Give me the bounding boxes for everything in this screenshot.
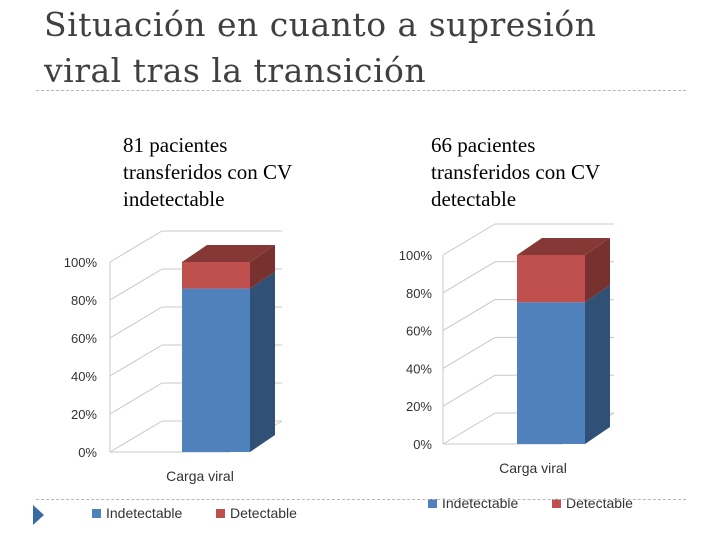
gridline-diagonal	[442, 336, 496, 369]
right-caption-line-3: detectable	[431, 187, 517, 211]
y-tick-label: 80%	[406, 286, 432, 301]
y-tick-label: 100%	[399, 248, 433, 263]
y-tick-label: 20%	[406, 399, 432, 414]
y-tick-label: 0%	[413, 437, 432, 452]
legend-swatch-indetectable	[428, 499, 437, 508]
gridline-diagonal	[442, 261, 496, 294]
legend-label-detectable: Detectable	[230, 505, 297, 521]
bar-segment-indetectable-side	[250, 271, 275, 452]
next-slide-arrow-icon[interactable]	[33, 505, 44, 525]
y-tick-label: 100%	[64, 255, 98, 270]
legend-swatch-indetectable	[92, 509, 101, 518]
y-tick-label: 80%	[71, 293, 97, 308]
gridline-diagonal	[109, 268, 163, 301]
bar-segment-detectable-front	[182, 262, 250, 289]
bar-segment-indetectable-front	[517, 302, 585, 444]
gridline-diagonal	[442, 223, 496, 256]
left-caption-line-1: 81 pacientes	[123, 133, 228, 157]
slide-title: Situación en cuanto a supresión viral tr…	[44, 5, 597, 90]
left-panel-caption: 81 pacientes transferidos con CV indetec…	[123, 132, 292, 213]
gridline-diagonal	[442, 299, 496, 332]
right-caption-line-2: transferidos con CV	[431, 160, 601, 184]
gridline-diagonal	[109, 230, 163, 263]
x-axis-label: Carga viral	[499, 460, 567, 476]
y-tick-label: 60%	[71, 331, 97, 346]
y-tick-label: 0%	[78, 445, 97, 460]
bar-segment-detectable-top	[182, 245, 275, 262]
gridline-diagonal	[442, 374, 496, 407]
gridline-diagonal	[109, 420, 163, 453]
y-tick-label: 60%	[406, 324, 432, 339]
y-tick-label: 20%	[71, 407, 97, 422]
chart-1: 0% 20% 40% 60% 80% 100% Carga viral Indetectabl…	[64, 230, 297, 521]
legend-label-indetectable: Indetectable	[106, 505, 182, 521]
right-panel-caption: 66 pacientes transferidos con CV detecta…	[431, 132, 600, 213]
bar-segment-detectable-top	[517, 238, 610, 255]
legend-label-indetectable: Indetectable	[442, 495, 518, 511]
gridline-diagonal	[109, 382, 163, 415]
right-caption-line-1: 66 pacientes	[431, 133, 536, 157]
left-caption-line-2: transferidos con CV	[123, 160, 293, 184]
left-caption-line-3: indetectable	[123, 187, 225, 211]
title-divider	[36, 90, 686, 91]
y-tick-label: 40%	[71, 369, 97, 384]
bar-segment-detectable-side	[585, 238, 610, 303]
bar-segment-detectable-side	[250, 245, 275, 289]
gridline-diagonal	[109, 344, 163, 377]
gridline-diagonal	[442, 412, 496, 445]
gridline-diagonal	[109, 306, 163, 339]
legend-swatch-detectable	[552, 499, 561, 508]
bar-segment-detectable-front	[517, 255, 585, 303]
x-axis-label: Carga viral	[166, 468, 234, 484]
footer-divider	[36, 499, 686, 500]
legend-label-detectable: Detectable	[566, 495, 633, 511]
y-tick-label: 40%	[406, 361, 432, 376]
chart-2: 0% 20% 40% 60% 80% 100% Carga viral Indetectabl…	[399, 223, 633, 511]
bar-segment-indetectable-front	[182, 288, 250, 452]
legend-swatch-detectable	[216, 509, 225, 518]
bar-segment-indetectable-side	[585, 285, 610, 444]
